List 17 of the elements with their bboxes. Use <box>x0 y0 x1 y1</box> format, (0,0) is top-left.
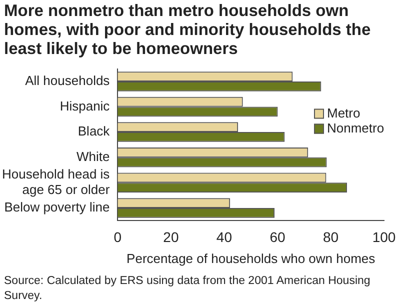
y-tick-label: Household head is age 65 or older <box>2 166 110 198</box>
y-tick-label: White <box>76 148 110 164</box>
source-note: Source: Calculated by ERS using data from the 2001 American Housing Survey. <box>3 274 372 304</box>
legend-label: Metro <box>327 105 360 120</box>
chart-title: More nonmetro than metro households own homes, with poor and minority households the least likely to be homeowners <box>3 1 372 59</box>
legend-label: Nonmetro <box>327 120 384 136</box>
x-tick-label: 40 <box>216 228 232 245</box>
y-tick-label: Below poverty line <box>4 200 110 215</box>
x-tick-label: 60 <box>270 228 286 245</box>
y-tick-label: Hispanic <box>60 98 110 114</box>
x-axis-title: Percentage of households who own homes <box>126 250 376 266</box>
x-tick-label: 20 <box>163 228 179 245</box>
x-tick-label: 100 <box>372 228 396 245</box>
y-tick-label: All households <box>25 73 110 88</box>
x-tick-label: 80 <box>322 228 339 245</box>
y-tick-label: Black <box>78 124 110 139</box>
x-tick-label: 0 <box>114 228 122 245</box>
